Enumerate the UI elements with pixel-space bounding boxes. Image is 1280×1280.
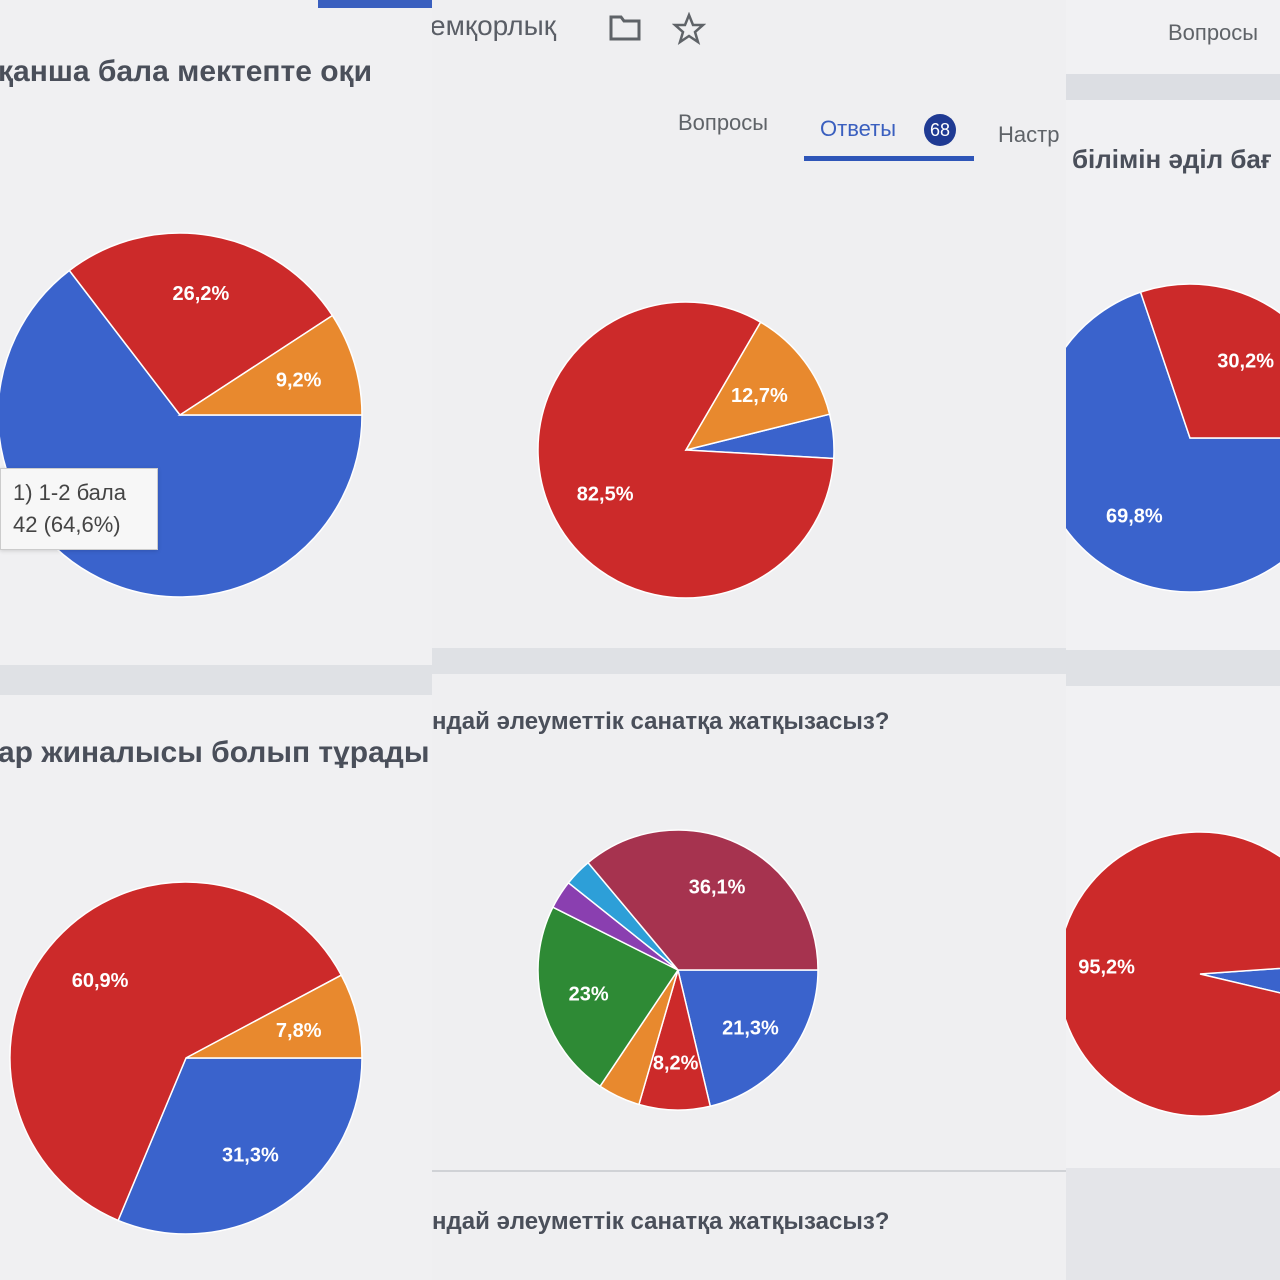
right-panel: Вопросы білімін әділ бағ 69,8%30,2% : 1.… [1066, 0, 1280, 1280]
slice-data-label: 95,2% [1078, 956, 1135, 978]
pie-slice[interactable] [684, 321, 831, 452]
pie-chart-top-middle: 82,5% 12,7% [537, 301, 835, 599]
section-divider [1066, 1168, 1280, 1280]
middle-panel: емқорлық Вопросы Ответы 68 Настр 82,5% 12… [432, 0, 1066, 1280]
pie-chart-meetings: 31,3% 60,9% 7,8% [9, 881, 363, 1235]
pie-slice[interactable] [177, 314, 363, 416]
document-title[interactable]: емқорлық [432, 10, 556, 41]
pie-slice[interactable] [117, 1057, 363, 1235]
slice-data-label: 23% [569, 984, 609, 1006]
slice-data-label: 12,7% [731, 385, 788, 407]
section-divider [432, 648, 1066, 674]
pie-chart-children-count: 26,2% 9,2% [0, 232, 363, 598]
slice-data-label: 82,5% [577, 483, 634, 505]
pie-slice[interactable] [185, 974, 363, 1059]
pie-chart-fair-assessment: 69,8% 30,2% [1066, 283, 1280, 593]
slice-data-label: 30,2% [1217, 350, 1274, 372]
tab-answers[interactable]: Ответы [820, 116, 897, 141]
pie-slice[interactable] [1199, 964, 1280, 1007]
slice-data-label: 21,3% [722, 1017, 779, 1039]
slice-data-label: 9,2% [276, 370, 322, 392]
slice-data-label: 31,3% [222, 1145, 279, 1167]
pie-chart-social-category: 21,3% 8,2% 23% 36,1% [537, 829, 819, 1111]
star-icon[interactable] [672, 12, 706, 46]
question-footer: ндай әлеуметтік санатқа жатқызасыз? [432, 1208, 890, 1235]
active-tab-underline [804, 156, 974, 161]
section-divider [1066, 650, 1280, 686]
tooltip-label: 1) 1-2 бала [13, 480, 126, 505]
tab-questions-right[interactable]: Вопросы [1168, 20, 1259, 45]
pie-slice[interactable] [9, 881, 343, 1222]
tooltip-value: 42 (64,6%) [13, 512, 121, 537]
pie-slice[interactable] [1066, 291, 1280, 593]
chart-tooltip: 1) 1-2 бала 42 (64,6%) [0, 468, 158, 550]
slice-data-label: 8,2% [653, 1052, 699, 1074]
slice-data-label: 60,9% [72, 970, 129, 992]
tab-questions[interactable]: Вопросы [678, 110, 769, 135]
question-title-top: қанша бала мектепте оқи [0, 55, 373, 88]
tab-underline [318, 0, 432, 8]
question-title-bottom: ар жиналысы болып тұрады [0, 736, 430, 769]
tab-settings[interactable]: Настр [998, 122, 1060, 147]
slice-data-label: 36,1% [689, 876, 746, 898]
section-divider [432, 1170, 1066, 1172]
folder-icon[interactable] [608, 12, 642, 42]
slice-data-label: 26,2% [173, 283, 230, 305]
slice-data-label: 69,8% [1106, 506, 1163, 528]
question-title-right: білімін әділ бағ [1072, 144, 1272, 174]
left-panel: қанша бала мектепте оқи 26,2% 9,2% 1) 1-2… [0, 0, 432, 1280]
pie-slice[interactable] [68, 232, 334, 417]
pie-chart-bottom-right: 95,2% [1066, 831, 1280, 1117]
pie-slice[interactable] [587, 829, 819, 971]
question-social-category: ндай әлеуметтік санатқа жатқызасыз? [432, 708, 890, 735]
pie-slice[interactable] [537, 906, 680, 1088]
section-divider [1066, 74, 1280, 100]
slice-data-label: 7,8% [276, 1020, 322, 1042]
section-divider [0, 665, 432, 695]
answers-count-badge: 68 [924, 114, 956, 146]
pie-slice[interactable] [677, 969, 819, 1108]
